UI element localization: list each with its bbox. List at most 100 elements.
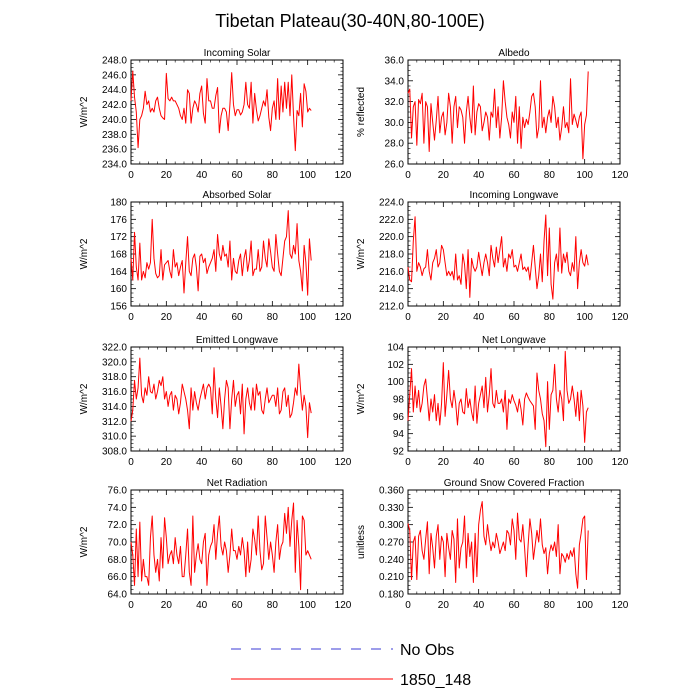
- panel-albedo: Albedo % reflected 0 20 40 60 80 100 120 26.0 28.0…: [356, 48, 629, 181]
- y-tick-label: 238.0: [102, 130, 127, 141]
- x-tick-label: 40: [473, 600, 485, 611]
- y-tick-label: 92: [393, 447, 405, 458]
- y-tick-label: 72.0: [108, 520, 128, 531]
- x-tick-label: 60: [231, 312, 243, 323]
- y-tick-label: 96: [393, 412, 405, 423]
- y-tick-label: 68.0: [108, 555, 128, 566]
- y-axis-label: W/m^2: [356, 238, 367, 269]
- y-tick-label: 316.0: [102, 387, 127, 398]
- x-tick-label: 80: [544, 600, 556, 611]
- y-axis-label: unitless: [356, 525, 367, 559]
- x-tick-label: 0: [128, 312, 134, 323]
- series-line-1850-148: [407, 501, 589, 589]
- y-tick-label: 172: [110, 232, 127, 243]
- x-tick-label: 0: [405, 170, 411, 181]
- x-tick-label: 20: [438, 457, 450, 468]
- panel-net-longwave: Net Longwave W/m^2 0 20 40 60 80 100 120 92 94 96 98…: [356, 335, 629, 468]
- y-tick-label: 0.180: [379, 590, 404, 601]
- x-tick-label: 0: [405, 457, 411, 468]
- y-tick-label: 100: [387, 377, 404, 388]
- y-axis-label: W/m^2: [79, 383, 90, 414]
- y-tick-label: 222.0: [379, 215, 404, 226]
- panel-title: Ground Snow Covered Fraction: [444, 478, 585, 489]
- panels-grid: Incoming Solar W/m^2 0 20 40 60 80 100 120 234.0 2…: [79, 48, 629, 611]
- y-tick-label: 318.0: [102, 372, 127, 383]
- x-tick-label: 20: [438, 312, 450, 323]
- plot-frame: [407, 201, 621, 307]
- y-tick-label: 176: [110, 215, 127, 226]
- y-axis-label: W/m^2: [79, 238, 90, 269]
- x-tick-label: 20: [161, 457, 173, 468]
- plot-frame: [130, 59, 344, 165]
- y-tick-label: 0.240: [379, 555, 404, 566]
- x-tick-label: 40: [473, 312, 485, 323]
- x-tick-label: 100: [576, 600, 593, 611]
- series-line-1850-148: [130, 70, 312, 152]
- x-tick-label: 80: [267, 457, 279, 468]
- series-line-1850-148: [407, 71, 589, 160]
- x-tick-label: 120: [612, 312, 629, 323]
- y-tick-label: 224.0: [379, 198, 404, 209]
- x-tick-label: 60: [508, 312, 520, 323]
- y-tick-label: 164: [110, 267, 127, 278]
- panel-incoming-longwave: Incoming Longwave W/m^2 0 20 40 60 80 100 120 212…: [356, 190, 629, 323]
- x-tick-label: 120: [335, 457, 352, 468]
- x-tick-label: 80: [267, 600, 279, 611]
- y-tick-label: 0.300: [379, 520, 404, 531]
- series-line-1850-148: [130, 357, 312, 439]
- y-tick-label: 74.0: [108, 503, 128, 514]
- x-tick-label: 120: [335, 170, 352, 181]
- panel-title: Net Longwave: [482, 335, 546, 346]
- x-tick-label: 0: [128, 170, 134, 181]
- y-tick-label: 0.210: [379, 572, 404, 583]
- y-tick-label: 320.0: [102, 357, 127, 368]
- x-tick-label: 100: [299, 170, 316, 181]
- panel-emitted-longwave: Emitted Longwave W/m^2 0 20 40 60 80 100 120 308.…: [79, 335, 352, 468]
- x-tick-label: 60: [508, 457, 520, 468]
- y-tick-label: 66.0: [108, 572, 128, 583]
- x-tick-label: 60: [508, 170, 520, 181]
- x-tick-label: 20: [161, 600, 173, 611]
- x-tick-label: 120: [612, 600, 629, 611]
- y-tick-label: 218.0: [379, 250, 404, 261]
- x-tick-label: 60: [231, 600, 243, 611]
- legend-label-no-obs: No Obs: [400, 642, 454, 659]
- y-axis-label: W/m^2: [79, 96, 90, 127]
- y-tick-label: 322.0: [102, 343, 127, 354]
- y-tick-label: 70.0: [108, 538, 128, 549]
- x-tick-label: 20: [161, 312, 173, 323]
- y-tick-label: 64.0: [108, 590, 128, 601]
- x-tick-label: 120: [335, 312, 352, 323]
- y-tick-label: 36.0: [385, 56, 405, 67]
- plot-frame: [130, 489, 344, 595]
- x-tick-label: 40: [473, 457, 485, 468]
- x-tick-label: 100: [299, 600, 316, 611]
- y-tick-label: 312.0: [102, 417, 127, 428]
- x-tick-label: 80: [267, 312, 279, 323]
- x-tick-label: 100: [576, 457, 593, 468]
- panel-title: Incoming Solar: [204, 48, 271, 59]
- panel-title: Net Radiation: [207, 478, 268, 489]
- y-tick-label: 94: [393, 429, 405, 440]
- x-tick-label: 40: [196, 312, 208, 323]
- series-line-1850-148: [130, 502, 312, 591]
- x-tick-label: 20: [438, 600, 450, 611]
- x-tick-label: 60: [231, 457, 243, 468]
- x-tick-label: 0: [405, 312, 411, 323]
- y-tick-label: 244.0: [102, 85, 127, 96]
- y-tick-label: 156: [110, 302, 127, 313]
- y-tick-label: 310.0: [102, 432, 127, 443]
- x-tick-label: 100: [576, 170, 593, 181]
- x-tick-label: 80: [544, 312, 556, 323]
- y-tick-label: 30.0: [385, 118, 405, 129]
- x-tick-label: 0: [128, 600, 134, 611]
- y-tick-label: 308.0: [102, 447, 127, 458]
- x-tick-label: 20: [438, 170, 450, 181]
- legend-label-1850-148: 1850_148: [400, 672, 471, 689]
- y-tick-label: 34.0: [385, 76, 405, 87]
- y-axis-label: W/m^2: [79, 526, 90, 557]
- x-tick-label: 100: [299, 457, 316, 468]
- panel-title: Albedo: [498, 48, 530, 59]
- x-tick-label: 40: [473, 170, 485, 181]
